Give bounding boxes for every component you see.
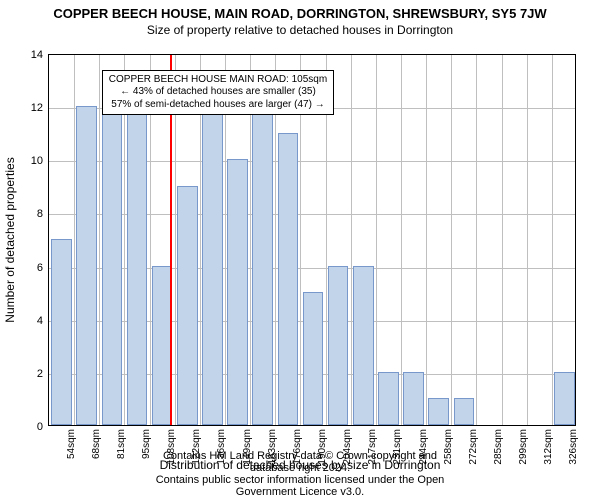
- x-tick-label: 285sqm: [493, 429, 504, 465]
- page-subtitle: Size of property relative to detached ho…: [0, 21, 600, 37]
- histogram-bar: [454, 398, 475, 425]
- gridline-v: [426, 55, 427, 425]
- y-axis-label: Number of detached properties: [3, 157, 17, 322]
- y-tick-label: 14: [31, 49, 43, 61]
- gridline-v: [74, 55, 75, 425]
- gridline-v: [99, 55, 100, 425]
- histogram-bar: [403, 372, 424, 425]
- histogram-bar: [102, 106, 123, 425]
- gridline-v: [451, 55, 452, 425]
- annotation-line: ← 43% of detached houses are smaller (35…: [109, 86, 327, 99]
- y-tick-label: 10: [31, 155, 43, 167]
- annotation-line: COPPER BEECH HOUSE MAIN ROAD: 105sqm: [109, 74, 327, 87]
- x-tick-label: 54sqm: [66, 429, 77, 459]
- histogram-bar: [278, 133, 299, 425]
- histogram-bar: [303, 292, 324, 425]
- gridline-v: [502, 55, 503, 425]
- histogram-bar: [76, 106, 97, 425]
- x-tick-label: 68sqm: [91, 429, 102, 459]
- gridline-v: [376, 55, 377, 425]
- x-tick-label: 81sqm: [116, 429, 127, 459]
- footer-text: Contains HM Land Registry data © Crown c…: [150, 450, 450, 498]
- gridline-v: [476, 55, 477, 425]
- histogram-bar: [177, 186, 198, 425]
- y-tick-label: 8: [37, 208, 43, 220]
- histogram-bar: [428, 398, 449, 425]
- histogram-bar: [328, 266, 349, 425]
- y-tick-label: 0: [37, 421, 43, 433]
- footer-line-2: Contains public sector information licen…: [150, 474, 450, 498]
- gridline-v: [527, 55, 528, 425]
- histogram-bar: [202, 106, 223, 425]
- x-tick-label: 272sqm: [468, 429, 479, 465]
- y-tick-label: 2: [37, 368, 43, 380]
- page-title: COPPER BEECH HOUSE, MAIN ROAD, DORRINGTO…: [0, 0, 600, 21]
- histogram-bar: [127, 106, 148, 425]
- annotation-line: 57% of semi-detached houses are larger (…: [109, 99, 327, 112]
- histogram-bar: [554, 372, 575, 425]
- histogram-bar: [378, 372, 399, 425]
- y-tick-label: 12: [31, 102, 43, 114]
- histogram-bar: [353, 266, 374, 425]
- gridline-v: [401, 55, 402, 425]
- plot-area: 0246810121454sqm68sqm81sqm95sqm108sqm122…: [48, 54, 576, 426]
- histogram-bar: [227, 159, 248, 425]
- gridline-v: [552, 55, 553, 425]
- histogram-bar: [252, 106, 273, 425]
- x-tick-label: 326sqm: [568, 429, 579, 465]
- x-tick-label: 299sqm: [518, 429, 529, 465]
- y-tick-label: 6: [37, 262, 43, 274]
- gridline-v: [351, 55, 352, 425]
- y-tick-label: 4: [37, 315, 43, 327]
- histogram-bar: [51, 239, 72, 425]
- x-tick-label: 312sqm: [543, 429, 554, 465]
- annotation-box: COPPER BEECH HOUSE MAIN ROAD: 105sqm← 43…: [102, 70, 334, 116]
- footer-line-1: Contains HM Land Registry data © Crown c…: [150, 450, 450, 474]
